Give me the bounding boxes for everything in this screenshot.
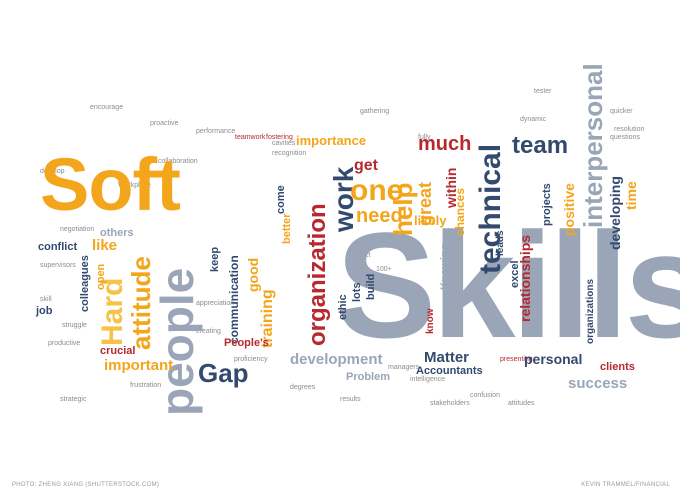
word-organization: organization bbox=[304, 203, 331, 346]
word-problem: Problem bbox=[346, 371, 391, 383]
word-good: good bbox=[245, 257, 261, 292]
word-time: time bbox=[623, 181, 639, 210]
word-need: need bbox=[356, 205, 403, 227]
photo-credit-right: KEVIN TRAMMEL/FINANCIAL bbox=[581, 482, 670, 488]
word-development: development bbox=[290, 351, 383, 368]
word-peoples: People's bbox=[224, 337, 269, 349]
word-fostering: fostering bbox=[266, 134, 293, 141]
word-clients: clients bbox=[600, 361, 635, 373]
word-success: success bbox=[568, 375, 628, 392]
word-organizations: organizations bbox=[585, 278, 596, 344]
word-people: people bbox=[151, 267, 203, 416]
word-come: come bbox=[275, 185, 287, 214]
word-like: like bbox=[92, 237, 118, 254]
word-knowing: Knowing bbox=[439, 243, 451, 290]
word-matter: Matter bbox=[424, 349, 470, 366]
word-know: know bbox=[425, 308, 436, 334]
word-skills: Skills bbox=[336, 201, 680, 369]
word-conflict: conflict bbox=[38, 241, 78, 253]
word-projects: projects bbox=[541, 183, 553, 226]
word-get: get bbox=[354, 157, 378, 174]
word-job: job bbox=[36, 305, 53, 317]
word-colleagues: colleagues bbox=[79, 255, 91, 312]
word-teamwork: teamwork bbox=[235, 134, 266, 141]
word-collaboration: collaboration bbox=[158, 158, 198, 165]
word-build: build bbox=[365, 273, 377, 300]
word-better: better bbox=[281, 213, 293, 244]
word-gap: Gap bbox=[198, 358, 249, 388]
word-interpersonal: interpersonal bbox=[578, 63, 608, 228]
word-one: one bbox=[350, 174, 404, 207]
word-lots: lots bbox=[351, 282, 363, 302]
word-communication: communication bbox=[227, 255, 241, 344]
word-team: team bbox=[512, 132, 569, 159]
word-open: open bbox=[95, 263, 107, 290]
word-struggle: struggle bbox=[62, 322, 87, 329]
word-leads: leads bbox=[495, 230, 506, 256]
word-developing: developing bbox=[607, 176, 623, 250]
word-positive: positive bbox=[561, 183, 577, 236]
word-soft: Soft bbox=[40, 143, 181, 226]
word-presenting: presenting bbox=[500, 356, 533, 363]
word-chances: chances bbox=[453, 187, 467, 236]
word-frustration: frustration bbox=[130, 382, 162, 389]
word-attitude: attitude bbox=[126, 256, 156, 350]
photo-credit-left: PHOTO: ZHENG XIANG (SHUTTERSTOCK.COM) bbox=[12, 482, 160, 488]
word-crucial: crucial bbox=[100, 345, 136, 357]
word-accountants: Accountants bbox=[416, 365, 483, 377]
word-likely: likely bbox=[414, 213, 447, 228]
word-keep: keep bbox=[209, 246, 221, 272]
word-excel: excel bbox=[509, 260, 521, 288]
word-ethic: ethic bbox=[337, 294, 349, 320]
word-personal: personal bbox=[524, 351, 583, 367]
word-others: others bbox=[100, 227, 134, 239]
word-important: important bbox=[104, 357, 174, 374]
word-importance: importance bbox=[296, 133, 367, 148]
word-much: much bbox=[418, 133, 472, 155]
word-tester: tester bbox=[534, 88, 552, 95]
